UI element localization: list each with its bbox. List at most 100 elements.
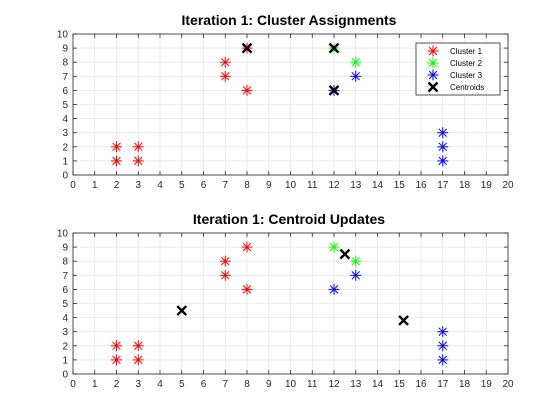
y-tick-label: 10 <box>57 229 69 240</box>
centroid-updates-plot: 0 1 2 3 4 5 6 7 8 9 10 11 12 13 14 15 16 17 18 19 2001234567… <box>57 211 514 390</box>
centroid-marker <box>328 42 340 54</box>
x-tick-label: 12 <box>328 180 340 191</box>
y-tick-label: 8 <box>62 257 68 268</box>
legend-entry: Cluster 3 <box>427 69 483 81</box>
data-point <box>328 241 340 253</box>
x-tick-label: 16 <box>415 180 427 191</box>
y-tick-label: 6 <box>62 86 68 97</box>
x-tick-label: 1 <box>92 379 98 390</box>
cluster-assignments-plot: 0 1 2 3 4 5 6 7 8 9 10 11 12 13 14 15 16 17 18 19 2001234567… <box>57 12 514 191</box>
x-tick-label: 14 <box>372 379 384 390</box>
x-tick-label: 14 <box>372 180 384 191</box>
centroid-marker <box>398 315 409 326</box>
x-tick-label: 18 <box>459 379 471 390</box>
data-point <box>437 340 449 352</box>
data-point <box>219 56 231 68</box>
x-tick-label: 0 <box>70 379 76 390</box>
data-point <box>437 141 449 153</box>
plot-title: Iteration 1: Centroid Updates <box>193 211 385 227</box>
data-point <box>132 354 144 366</box>
centroid-marker <box>176 305 188 316</box>
data-point <box>437 326 449 338</box>
y-tick-label: 10 <box>57 30 69 41</box>
data-point <box>437 155 449 167</box>
x-tick-label: 9 <box>266 180 272 191</box>
x-tick-label: 15 <box>394 379 406 390</box>
series-1 <box>111 241 253 366</box>
data-point <box>241 241 253 253</box>
y-tick-label: 7 <box>62 271 68 282</box>
x-tick-label: 19 <box>481 379 493 390</box>
data-point <box>132 340 144 352</box>
y-tick-label: 3 <box>62 128 68 139</box>
x-tick-label: 17 <box>437 379 449 390</box>
data-point <box>241 283 253 295</box>
x-tick-label: 11 <box>307 379 318 390</box>
legend-marker <box>427 45 439 57</box>
data-point <box>111 155 122 167</box>
plot-title: Iteration 1: Cluster Assignments <box>182 12 397 28</box>
x-tick-label: 16 <box>415 379 427 390</box>
legend-marker <box>427 81 439 93</box>
y-tick-label: 9 <box>62 44 68 55</box>
centroid-marker <box>339 248 351 260</box>
data-point <box>219 269 231 281</box>
y-tick-label: 3 <box>62 327 68 338</box>
y-tick-label: 8 <box>62 58 68 69</box>
data-point <box>350 269 362 281</box>
x-tick-label: 20 <box>502 379 514 390</box>
x-tick-label: 2 <box>114 379 120 390</box>
x-tick-label: 9 <box>266 379 272 390</box>
data-point <box>350 70 362 82</box>
legend-label: Cluster 2 <box>450 59 483 68</box>
x-tick-label: 1 <box>92 180 98 191</box>
x-tick-label: 5 <box>179 180 185 191</box>
data-point <box>437 127 449 139</box>
y-tick-label: 5 <box>62 100 68 111</box>
legend-marker <box>427 69 439 81</box>
x-tick-label: 6 <box>201 379 207 390</box>
y-tick-label: 9 <box>62 243 68 254</box>
x-tick-label: 13 <box>350 379 362 390</box>
x-tick-label: 10 <box>285 379 297 390</box>
series-4 <box>241 42 340 96</box>
y-tick-label: 5 <box>62 299 68 310</box>
centroid-marker <box>328 85 340 96</box>
x-tick-label: 13 <box>350 180 362 191</box>
legend-label: Cluster 1 <box>450 47 483 56</box>
data-point <box>219 255 231 267</box>
x-tick-label: 11 <box>307 180 318 191</box>
legend-label: Centroids <box>450 83 484 92</box>
x-tick-label: 3 <box>135 379 141 390</box>
y-tick-label: 1 <box>62 156 68 167</box>
data-point <box>350 56 362 68</box>
legend-entry: Cluster 2 <box>427 57 483 69</box>
x-tick-label: 8 <box>244 180 250 191</box>
x-tick-label: 5 <box>179 379 185 390</box>
series-4 <box>176 248 409 326</box>
y-tick-label: 7 <box>62 72 68 83</box>
x-tick-label: 7 <box>222 180 228 191</box>
data-point <box>111 340 122 352</box>
data-point <box>437 354 449 366</box>
data-point <box>328 283 340 295</box>
data-point <box>241 84 253 96</box>
grid <box>72 232 509 375</box>
legend-label: Cluster 3 <box>450 71 483 80</box>
series-2 <box>328 241 362 267</box>
x-tick-label: 17 <box>437 180 449 191</box>
x-tick-label: 4 <box>157 379 163 390</box>
data-point <box>350 255 362 267</box>
y-tick-label: 2 <box>62 341 68 352</box>
x-tick-label: 19 <box>481 180 493 191</box>
y-tick-label: 4 <box>62 114 68 125</box>
data-point <box>132 155 144 167</box>
y-tick-label: 2 <box>62 142 68 153</box>
data-point <box>132 141 144 153</box>
legend-entry: Cluster 1 <box>427 45 483 57</box>
x-tick-label: 18 <box>459 180 471 191</box>
x-tick-label: 0 <box>70 180 76 191</box>
x-tick-label: 4 <box>157 180 163 191</box>
data-point <box>111 354 122 366</box>
